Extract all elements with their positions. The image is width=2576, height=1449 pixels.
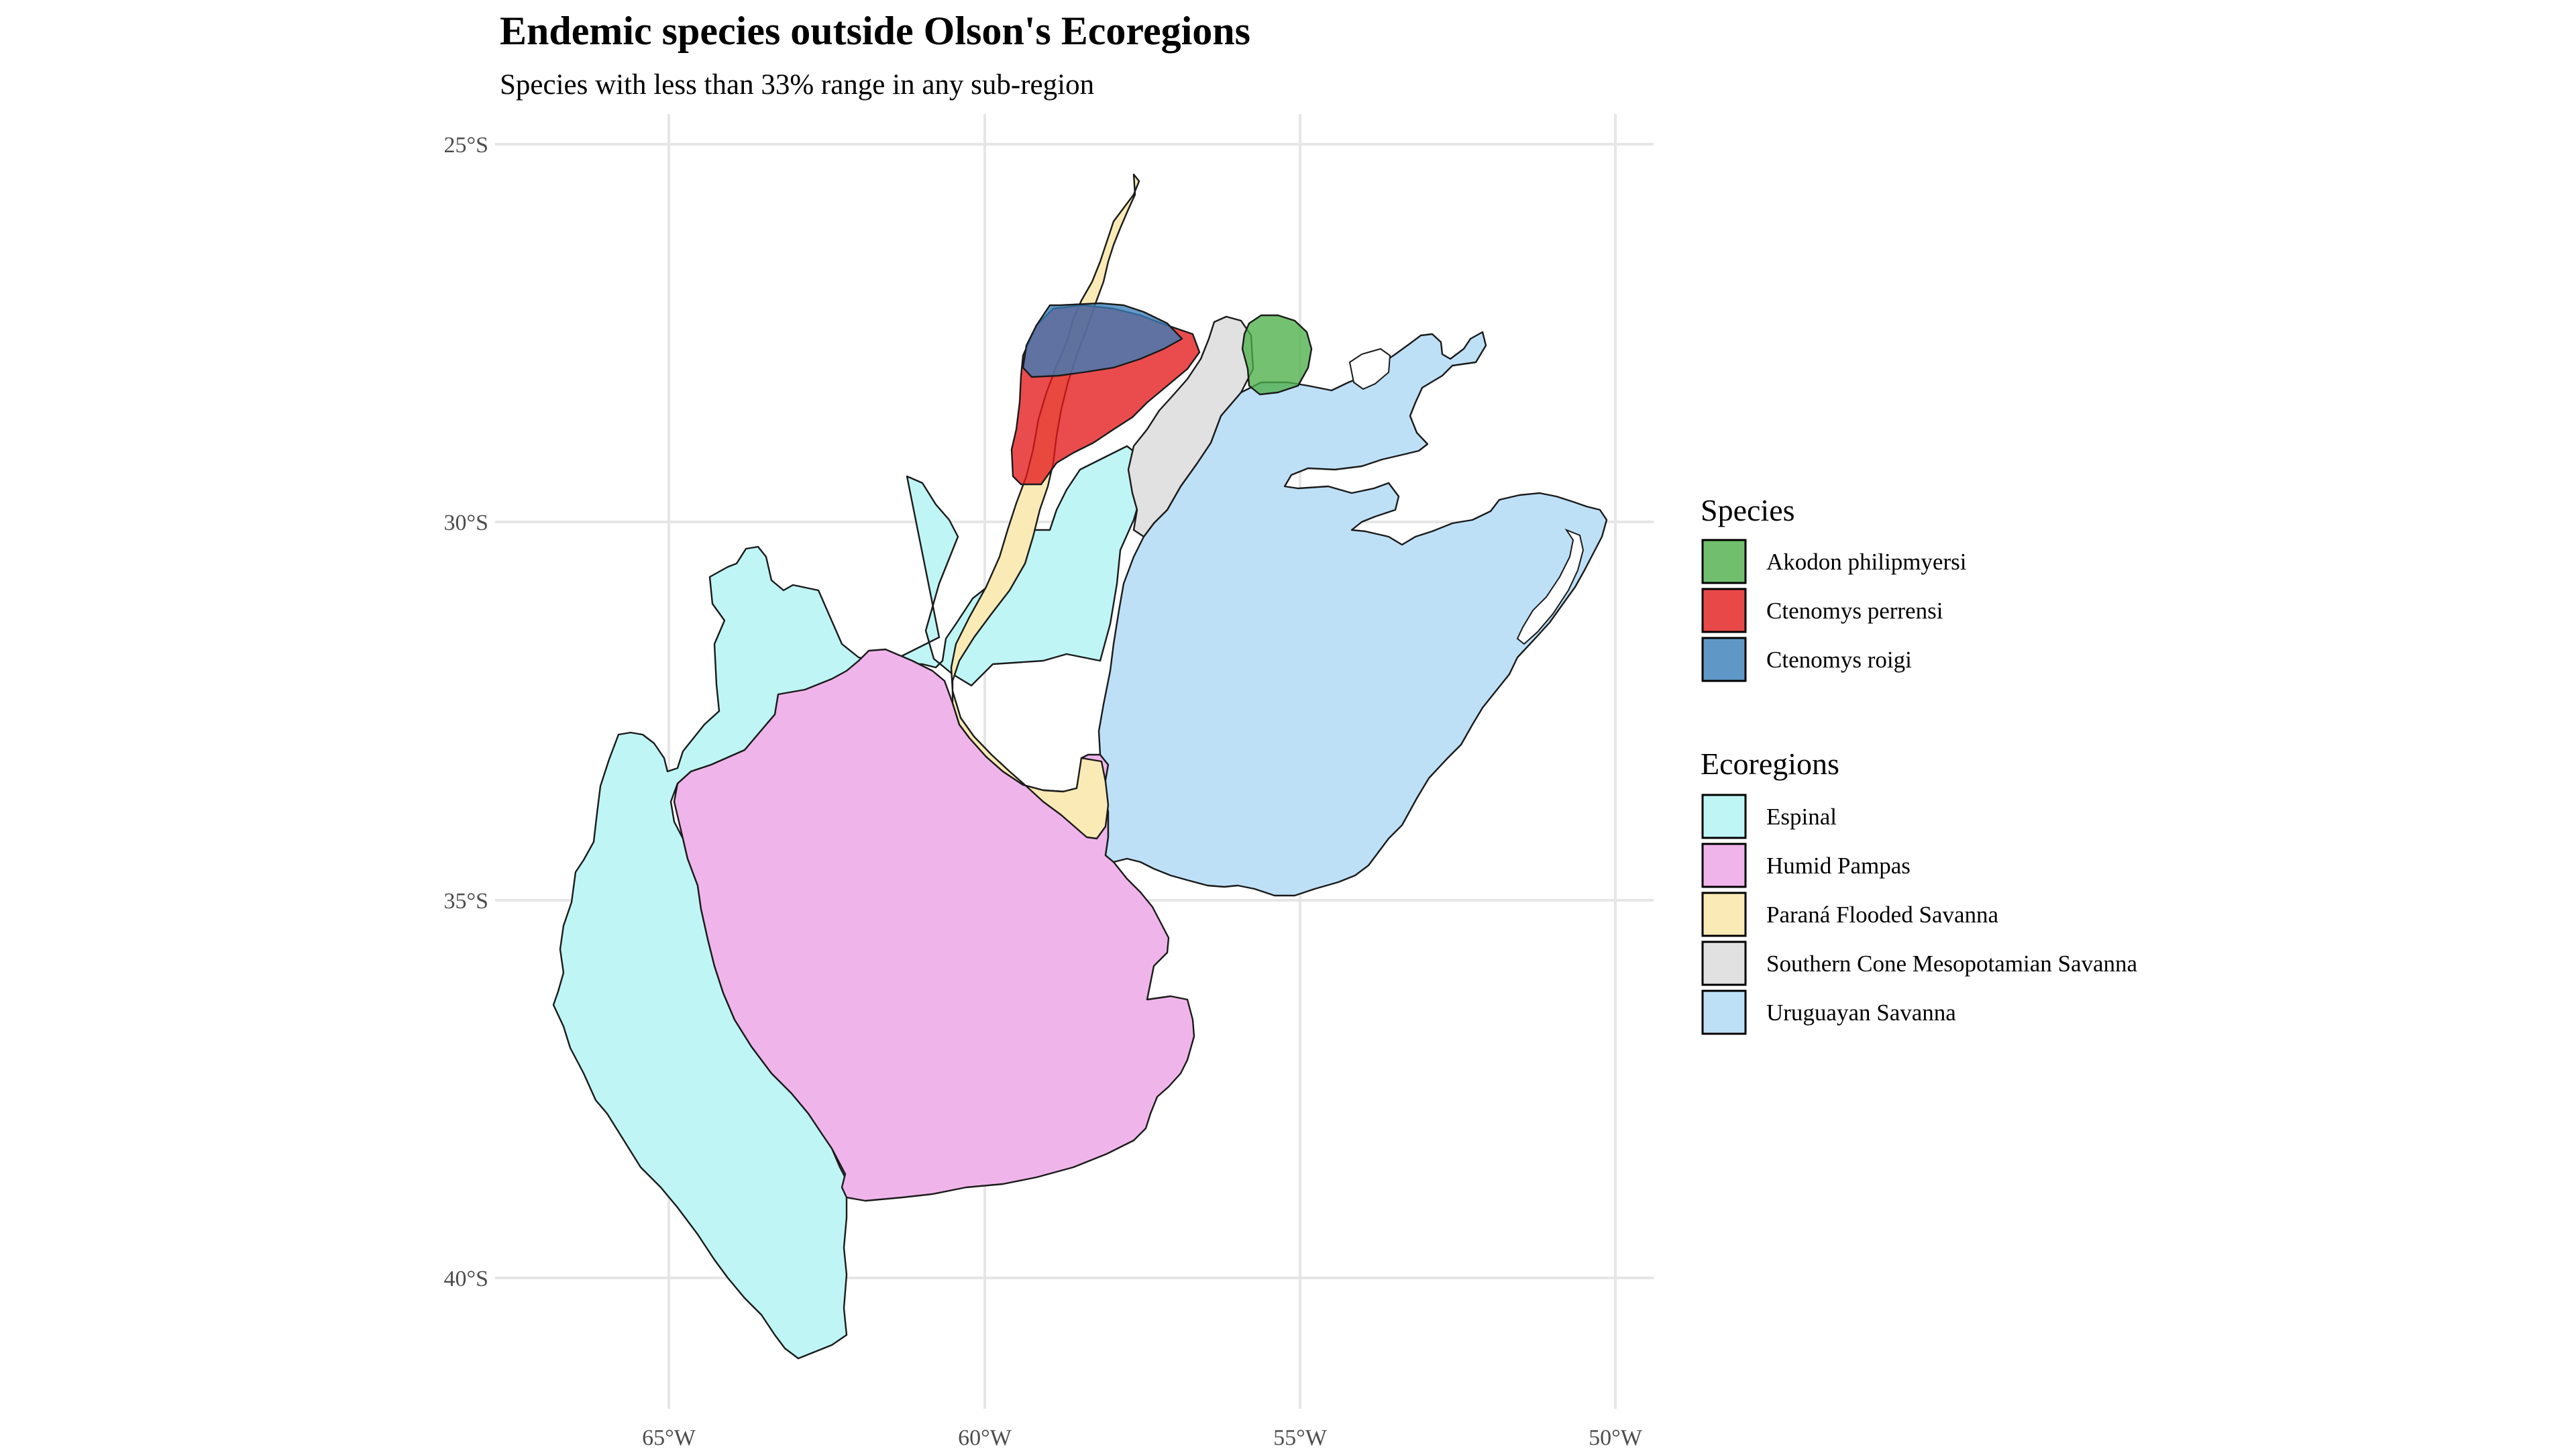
x-tick-label: 60°W (958, 1426, 1012, 1449)
legend-key-ctenomys-roigi (1701, 637, 1747, 682)
lagoon-north (1348, 347, 1391, 390)
lagoon-patos (1516, 528, 1585, 645)
y-axis-ticks: 25°S 30°S 35°S 40°S (443, 133, 488, 1291)
legend-species: Species Akodon philipmyersi Ctenomys per… (1701, 493, 1967, 682)
legend-label-humid-pampas: Humid Pampas (1766, 853, 1911, 879)
y-tick-label: 35°S (443, 889, 488, 914)
legend-key-southern-cone-mesopotamian-savanna (1701, 941, 1747, 986)
legend-label-espinal: Espinal (1766, 804, 1837, 830)
legend-ecoregions-title: Ecoregions (1701, 747, 1839, 781)
y-tick-label: 30°S (443, 511, 488, 535)
legend-key-akodon-philipmyersi (1701, 539, 1747, 584)
legend-key-humid-pampas (1701, 843, 1747, 888)
ecoregion-humid-pampas (673, 648, 1195, 1202)
ecoregion-uruguayan-savanna (1097, 331, 1608, 897)
ecoregions-layer (552, 173, 1608, 1360)
legend-label-akodon-philipmyersi: Akodon philipmyersi (1766, 549, 1967, 575)
range-ctenomys-roigi (1022, 302, 1183, 378)
range-akodon-philipmyersi (1241, 314, 1313, 396)
y-tick-label: 25°S (443, 133, 488, 158)
species-layer (1010, 302, 1313, 486)
legend-label-southern-cone-mesopotamian-savanna: Southern Cone Mesopotamian Savanna (1766, 951, 2138, 977)
x-tick-label: 65°W (642, 1426, 696, 1449)
legend-key-espinal (1701, 794, 1747, 839)
legend-ecoregions: Ecoregions Espinal Humid Pampas Paraná F… (1701, 747, 2138, 1035)
legend-label-ctenomys-roigi: Ctenomys roigi (1766, 647, 1912, 673)
legend-key-uruguayan-savanna (1701, 989, 1747, 1035)
legend-label-parana-flooded-savanna: Paraná Flooded Savanna (1766, 902, 1998, 928)
legend-label-ctenomys-perrensi: Ctenomys perrensi (1766, 598, 1943, 624)
map-title: Endemic species outside Olson's Ecoregio… (500, 9, 1250, 53)
map-subtitle: Species with less than 33% range in any … (500, 69, 1094, 101)
legend-key-parana-flooded-savanna (1701, 892, 1747, 937)
x-tick-label: 55°W (1273, 1426, 1328, 1449)
legend-species-title: Species (1701, 493, 1795, 527)
x-axis-ticks: 65°W 60°W 55°W 50°W (642, 1426, 1643, 1449)
legend-key-ctenomys-perrensi (1701, 588, 1747, 633)
legend-label-uruguayan-savanna: Uruguayan Savanna (1766, 1000, 1956, 1026)
y-tick-label: 40°S (443, 1267, 488, 1291)
x-tick-label: 50°W (1589, 1426, 1643, 1449)
